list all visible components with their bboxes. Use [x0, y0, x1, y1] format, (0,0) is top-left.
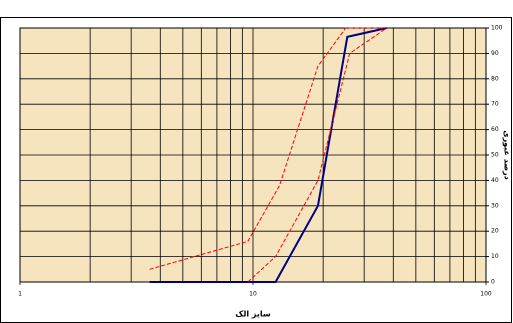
y-tick-label: 10: [491, 253, 499, 260]
y-tick-label: 70: [491, 101, 499, 108]
y-tick-label: 0: [491, 279, 495, 286]
data-line: [149, 27, 387, 270]
y-tick-label: 100: [491, 25, 503, 32]
x-axis-title: سایز الک: [235, 310, 271, 319]
y-tick-label: 30: [491, 202, 499, 209]
x-tick-label: 100: [480, 291, 492, 298]
y-tick-label: 40: [491, 177, 499, 184]
y-tick-label: 90: [491, 50, 499, 57]
y-tick-label: 60: [491, 126, 499, 133]
x-tick-label: 1: [18, 291, 22, 298]
y-tick-label: 50: [491, 152, 499, 159]
y-tick-label: 80: [491, 75, 499, 82]
data-line: [247, 27, 388, 283]
y-axis-title: درصد عبوری: [503, 130, 512, 180]
data-line: [149, 27, 387, 283]
y-tick-label: 20: [491, 228, 499, 235]
x-tick-label: 10: [249, 291, 257, 298]
